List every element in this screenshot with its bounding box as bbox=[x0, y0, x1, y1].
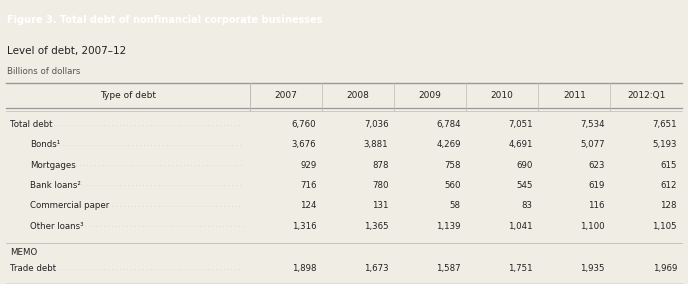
Text: 6,784: 6,784 bbox=[436, 120, 461, 129]
Text: 780: 780 bbox=[372, 181, 389, 190]
Text: 5,077: 5,077 bbox=[580, 140, 605, 149]
Text: 619: 619 bbox=[588, 181, 605, 190]
Text: 612: 612 bbox=[660, 181, 677, 190]
Text: 5,193: 5,193 bbox=[652, 140, 677, 149]
Text: 1,041: 1,041 bbox=[508, 222, 533, 231]
Text: 131: 131 bbox=[372, 201, 389, 210]
Text: Commercial paper: Commercial paper bbox=[30, 201, 109, 210]
Text: 1,969: 1,969 bbox=[653, 264, 677, 273]
Text: 128: 128 bbox=[660, 201, 677, 210]
Text: 1,105: 1,105 bbox=[652, 222, 677, 231]
Text: 2012:Q1: 2012:Q1 bbox=[627, 91, 665, 100]
Text: Type of debt: Type of debt bbox=[100, 91, 155, 100]
Text: Trade debt: Trade debt bbox=[10, 264, 56, 273]
Text: Total debt: Total debt bbox=[10, 120, 52, 129]
Text: 6,760: 6,760 bbox=[292, 120, 316, 129]
Text: 2008: 2008 bbox=[347, 91, 369, 100]
Text: Level of debt, 2007–12: Level of debt, 2007–12 bbox=[7, 46, 126, 56]
Text: 1,935: 1,935 bbox=[581, 264, 605, 273]
Text: 560: 560 bbox=[444, 181, 461, 190]
Text: 758: 758 bbox=[444, 161, 461, 170]
Text: 615: 615 bbox=[660, 161, 677, 170]
Text: 7,036: 7,036 bbox=[364, 120, 389, 129]
Text: 1,751: 1,751 bbox=[508, 264, 533, 273]
Text: 716: 716 bbox=[300, 181, 316, 190]
Text: 690: 690 bbox=[517, 161, 533, 170]
Text: 4,691: 4,691 bbox=[508, 140, 533, 149]
Text: 3,881: 3,881 bbox=[364, 140, 389, 149]
Text: 1,316: 1,316 bbox=[292, 222, 316, 231]
Text: 1,100: 1,100 bbox=[580, 222, 605, 231]
Text: 2007: 2007 bbox=[275, 91, 297, 100]
Text: 878: 878 bbox=[372, 161, 389, 170]
Text: 7,651: 7,651 bbox=[652, 120, 677, 129]
Text: 929: 929 bbox=[300, 161, 316, 170]
Text: Figure 3. Total debt of nonfinancial corporate businesses: Figure 3. Total debt of nonfinancial cor… bbox=[7, 15, 322, 25]
Text: 58: 58 bbox=[450, 201, 461, 210]
Text: Bank loans²: Bank loans² bbox=[30, 181, 81, 190]
Text: 1,587: 1,587 bbox=[436, 264, 461, 273]
Text: 7,534: 7,534 bbox=[580, 120, 605, 129]
Text: Billions of dollars: Billions of dollars bbox=[7, 67, 80, 76]
Text: 83: 83 bbox=[522, 201, 533, 210]
Text: 3,676: 3,676 bbox=[292, 140, 316, 149]
Text: Mortgages: Mortgages bbox=[30, 161, 76, 170]
Text: 1,673: 1,673 bbox=[364, 264, 389, 273]
Text: Bonds¹: Bonds¹ bbox=[30, 140, 61, 149]
Text: 4,269: 4,269 bbox=[436, 140, 461, 149]
Text: 545: 545 bbox=[516, 181, 533, 190]
Text: 1,898: 1,898 bbox=[292, 264, 316, 273]
Text: 1,365: 1,365 bbox=[364, 222, 389, 231]
Text: 2010: 2010 bbox=[491, 91, 514, 100]
Text: 1,139: 1,139 bbox=[436, 222, 461, 231]
Text: 7,051: 7,051 bbox=[508, 120, 533, 129]
Text: 2009: 2009 bbox=[418, 91, 442, 100]
Text: 124: 124 bbox=[300, 201, 316, 210]
Text: 116: 116 bbox=[588, 201, 605, 210]
Text: 623: 623 bbox=[588, 161, 605, 170]
Text: Other loans³: Other loans³ bbox=[30, 222, 84, 231]
Text: MEMO: MEMO bbox=[10, 248, 37, 257]
Text: 2011: 2011 bbox=[563, 91, 585, 100]
